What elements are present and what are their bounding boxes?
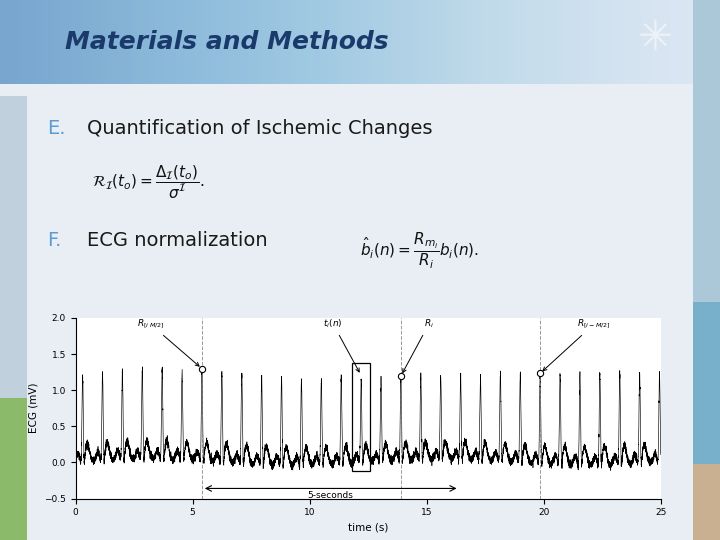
Text: 5-seconds: 5-seconds xyxy=(307,491,354,501)
Text: $R_i$: $R_i$ xyxy=(402,318,434,373)
Text: $R_{[i\ M/2]}$: $R_{[i\ M/2]}$ xyxy=(137,318,199,366)
Y-axis label: ECG (mV): ECG (mV) xyxy=(29,383,38,434)
Bar xyxy=(693,302,720,464)
Bar xyxy=(0,96,27,398)
Text: $R_{[i-M/2]}$: $R_{[i-M/2]}$ xyxy=(543,318,611,371)
Text: $\mathcal{R}_{\mathcal{I}}(t_o)=\dfrac{\Delta_{\mathcal{I}}(t_o)}{\sigma^{\mathc: $\mathcal{R}_{\mathcal{I}}(t_o)=\dfrac{\… xyxy=(92,164,204,201)
Bar xyxy=(693,0,720,302)
Text: $t_i(n)$: $t_i(n)$ xyxy=(323,318,359,372)
Bar xyxy=(352,363,370,471)
Text: ✳: ✳ xyxy=(638,17,672,59)
X-axis label: time (s): time (s) xyxy=(348,523,388,533)
Bar xyxy=(693,464,720,540)
Text: Quantification of Ischemic Changes: Quantification of Ischemic Changes xyxy=(86,119,432,138)
Text: Materials and Methods: Materials and Methods xyxy=(65,30,388,54)
Bar xyxy=(0,398,27,540)
Text: E.: E. xyxy=(48,119,66,138)
Text: ECG normalization: ECG normalization xyxy=(86,231,267,249)
Text: $\hat{b}_i(n)=\dfrac{R_{m_i}}{R_i}b_i(n).$: $\hat{b}_i(n)=\dfrac{R_{m_i}}{R_i}b_i(n)… xyxy=(360,231,480,271)
Text: F.: F. xyxy=(48,231,62,249)
